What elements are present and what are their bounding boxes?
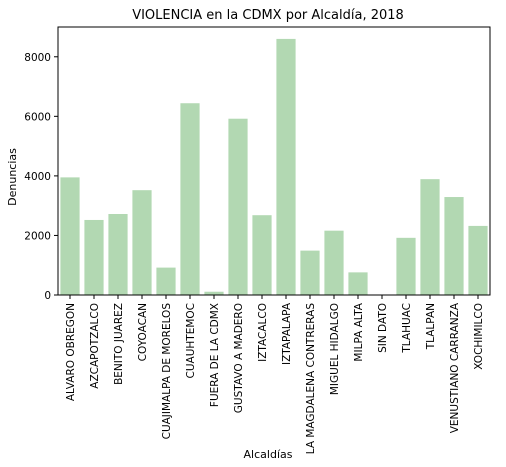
x-tick-label: MILPA ALTA [353, 302, 365, 361]
bar-gustavo-a-madero [228, 118, 248, 296]
bar-iztacalco [252, 215, 272, 295]
x-axis-ticks: ALVARO OBREGON AZCAPOTZALCO BENITO JUAREZ C… [65, 295, 485, 454]
x-tick-label: CUAUHTEMOC [185, 303, 197, 378]
x-tick-label: TLALPAN [425, 303, 437, 350]
x-axis-label: Alcaldías [244, 448, 293, 461]
bar-miguel-hidalgo [324, 230, 344, 295]
x-tick-label: MIGUEL HIDALGO [329, 303, 341, 395]
x-tick-label: FUERA DE LA CDMX [209, 303, 221, 407]
x-tick-label: GUSTAVO A MADERO [233, 303, 245, 413]
bar-benito-juarez [108, 214, 128, 295]
bar-iztapalapa [276, 38, 296, 296]
x-tick-label: AZCAPOTZALCO [89, 303, 101, 389]
x-tick-label: VENUSTIANO CARRANZA [449, 302, 461, 433]
x-tick-label: XOCHIMILCO [473, 303, 485, 370]
y-tick-label: 2000 [24, 230, 51, 242]
y-tick-label: 6000 [24, 111, 51, 123]
bar-venustiano-carranza [444, 197, 464, 295]
x-tick-label: SIN DATO [377, 303, 389, 353]
bar-cuauhtemoc [180, 103, 200, 295]
bar-alvaro-obregon [60, 177, 80, 295]
bar-tlalpan [420, 179, 440, 295]
y-axis-ticks: 0 2000 4000 6000 8000 [24, 52, 58, 302]
bar-milpa-alta [348, 272, 368, 295]
x-tick-label: CUAJIMALPA DE MORELOS [161, 303, 173, 440]
y-tick-label: 4000 [24, 171, 51, 183]
bar-la-magdalena-contreras [300, 250, 320, 295]
y-tick-label: 8000 [24, 52, 51, 64]
x-tick-label: ALVARO OBREGON [65, 303, 77, 401]
bar-fuera-de-la-cdmx [204, 291, 224, 295]
plot-frame [57, 26, 491, 296]
x-tick-label: LA MAGDALENA CONTRERAS [305, 303, 317, 455]
bar-xochimilco [468, 225, 488, 295]
y-axis-label: Denuncias [6, 148, 19, 206]
x-tick-label: COYOACAN [137, 303, 149, 361]
x-tick-label: IZTAPALAPA [281, 302, 293, 365]
y-tick-label: 0 [44, 290, 51, 302]
chart-title: VIOLENCIA en la CDMX por Alcaldía, 2018 [132, 8, 404, 23]
x-tick-label: BENITO JUAREZ [113, 303, 125, 385]
bar-cuajimalpa-de-morelos [156, 267, 176, 295]
bar-coyoacan [132, 190, 152, 295]
x-tick-label: IZTACALCO [257, 303, 269, 362]
bar-tlahuac [396, 237, 416, 295]
bar-azcapotzalco [84, 219, 104, 295]
bars-group [60, 38, 488, 296]
x-tick-label: TLAHUAC [401, 303, 413, 354]
